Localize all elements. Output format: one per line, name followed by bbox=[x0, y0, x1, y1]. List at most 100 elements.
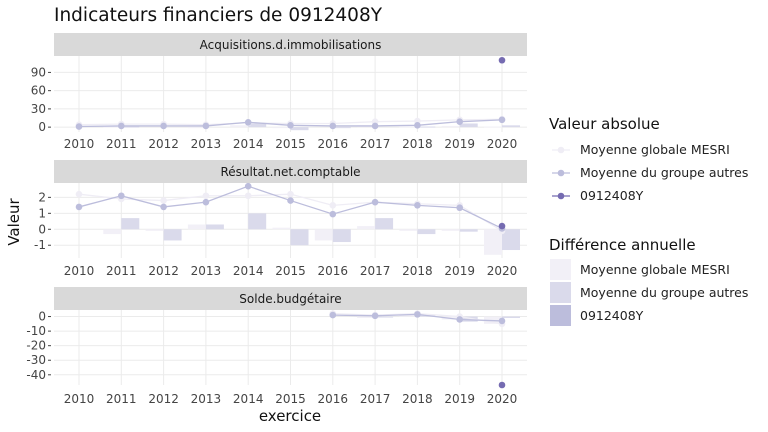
data-point bbox=[414, 202, 421, 209]
diff-bar bbox=[375, 316, 394, 318]
x-tick-label: 2013 bbox=[191, 137, 222, 151]
diff-bar bbox=[459, 229, 478, 232]
diff-bar bbox=[502, 316, 520, 319]
diff-bar bbox=[459, 316, 478, 322]
data-point bbox=[287, 122, 294, 129]
facet-strip-label: Solde.budgétaire bbox=[239, 292, 341, 306]
diff-bar bbox=[163, 229, 182, 241]
diff-bar bbox=[484, 229, 502, 255]
facet-strip-label: Résultat.net.comptable bbox=[220, 165, 360, 179]
y-tick-label: -30 bbox=[26, 353, 46, 367]
diff-bar bbox=[121, 218, 140, 230]
x-tick-label: 2020 bbox=[487, 392, 518, 406]
y-tick-label: 0 bbox=[38, 222, 46, 236]
diff-bar bbox=[332, 127, 351, 129]
legend-item-absolute: Moyenne du groupe autres bbox=[580, 165, 748, 180]
data-point bbox=[244, 182, 252, 190]
legend-item-absolute: Moyenne globale MESRI bbox=[580, 142, 730, 157]
facet-strip bbox=[54, 160, 527, 183]
facet-strip bbox=[54, 33, 527, 56]
diff-bar bbox=[375, 218, 394, 230]
data-point bbox=[329, 122, 337, 130]
data-point bbox=[118, 192, 125, 200]
x-tick-label: 2012 bbox=[148, 264, 179, 278]
x-tick-label: 2015 bbox=[275, 137, 306, 151]
diff-bar bbox=[248, 213, 267, 230]
legend-key-box bbox=[550, 282, 571, 303]
y-tick-label: -20 bbox=[26, 339, 46, 353]
facet-panel-1: Acquisitions.d.immobilisations 0 30 60 90 201… bbox=[31, 33, 527, 151]
data-point bbox=[414, 122, 421, 129]
diff-bar bbox=[103, 126, 122, 128]
data-point bbox=[202, 192, 210, 200]
x-tick-label: 2015 bbox=[275, 264, 306, 278]
facet-panels: Acquisitions.d.immobilisations0306090201… bbox=[26, 33, 527, 406]
data-point bbox=[498, 116, 506, 124]
x-tick-label: 2018 bbox=[402, 264, 433, 278]
x-tick-label: 2020 bbox=[487, 264, 518, 278]
data-point bbox=[329, 311, 337, 319]
x-tick-label: 2010 bbox=[64, 264, 95, 278]
x-tick-label: 2013 bbox=[191, 264, 222, 278]
diff-bar bbox=[459, 123, 478, 128]
x-tick-label: 2010 bbox=[64, 137, 95, 151]
data-point bbox=[371, 312, 379, 320]
x-tick-label: 2018 bbox=[402, 137, 433, 151]
data-point bbox=[75, 203, 83, 211]
diff-bar bbox=[290, 229, 309, 246]
diff-bar bbox=[417, 126, 436, 128]
x-tick-label: 2011 bbox=[106, 392, 137, 406]
diff-bar bbox=[502, 125, 520, 128]
y-tick-label: -10 bbox=[26, 324, 46, 338]
facet-strip bbox=[54, 287, 527, 310]
y-tick-label: -40 bbox=[26, 368, 46, 382]
x-tick-label: 2019 bbox=[444, 392, 475, 406]
data-point bbox=[75, 190, 83, 198]
x-tick-label: 2016 bbox=[318, 137, 349, 151]
diff-bar bbox=[484, 126, 502, 128]
legend-key-point bbox=[557, 192, 565, 200]
diff-bar bbox=[332, 229, 351, 243]
data-point bbox=[160, 203, 167, 211]
legend-title-absolute: Valeur absolue bbox=[549, 115, 660, 133]
diff-bar bbox=[357, 316, 376, 319]
diff-bar bbox=[205, 224, 224, 230]
diff-bar bbox=[399, 315, 418, 317]
data-point bbox=[498, 381, 506, 389]
data-point bbox=[287, 197, 294, 204]
data-point bbox=[329, 210, 337, 218]
y-tick-label: 0 bbox=[38, 120, 46, 134]
data-point bbox=[371, 122, 379, 130]
diff-bar bbox=[441, 229, 460, 231]
x-tick-label: 2017 bbox=[360, 264, 391, 278]
facet-panel-3: Solde.budgétaire -40-30-20-100 2010 2011 201… bbox=[26, 287, 527, 406]
diff-bar bbox=[121, 126, 140, 128]
legend: Valeur absolue Moyenne globale MESRI Moyen… bbox=[549, 115, 748, 326]
data-point bbox=[371, 198, 379, 206]
data-point bbox=[75, 123, 83, 130]
x-tick-label: 2012 bbox=[148, 392, 179, 406]
chart-title: Indicateurs financiers de 0912408Y bbox=[54, 5, 383, 26]
y-tick-label: 30 bbox=[31, 102, 46, 116]
x-tick-label: 2020 bbox=[487, 137, 518, 151]
data-point bbox=[202, 198, 210, 206]
y-tick-label: 90 bbox=[31, 65, 46, 79]
x-tick-label: 2014 bbox=[233, 137, 264, 151]
diff-bar bbox=[399, 229, 418, 231]
x-tick-label: 2014 bbox=[233, 264, 264, 278]
legend-title-diff: Différence annuelle bbox=[549, 236, 696, 254]
y-tick-label: 2 bbox=[38, 190, 46, 204]
y-tick-label: 1 bbox=[38, 206, 46, 220]
data-point bbox=[498, 56, 506, 64]
x-tick-label: 2016 bbox=[318, 392, 349, 406]
legend-item-diff: Moyenne globale MESRI bbox=[580, 262, 730, 277]
data-point bbox=[456, 118, 464, 125]
x-tick-label: 2013 bbox=[191, 392, 222, 406]
diff-bar bbox=[417, 229, 436, 235]
data-point bbox=[329, 202, 337, 209]
diff-bar bbox=[145, 229, 164, 231]
facet-panel-2: Résultat.net.comptable -1 0 1 2 2010 2011 2012 2… bbox=[34, 160, 527, 278]
y-tick-label: 0 bbox=[38, 310, 46, 324]
legend-key-box bbox=[550, 259, 571, 280]
